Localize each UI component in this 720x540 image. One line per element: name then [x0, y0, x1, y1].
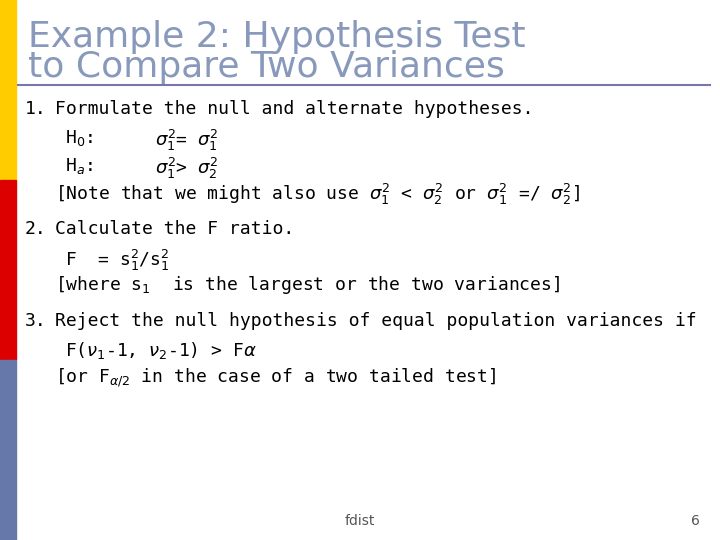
Bar — [0, 0, 16, 180]
Text: Reject the null hypothesis of equal population variances if: Reject the null hypothesis of equal popu… — [55, 312, 697, 330]
Text: fdist: fdist — [345, 514, 375, 528]
Text: 3.: 3. — [25, 312, 47, 330]
Text: Formulate the null and alternate hypotheses.: Formulate the null and alternate hypothe… — [55, 100, 534, 118]
Text: [where s$_1$  is the largest or the two variances]: [where s$_1$ is the largest or the two v… — [55, 274, 560, 296]
Text: to Compare Two Variances: to Compare Two Variances — [28, 50, 505, 84]
Text: F($\nu_1$-1, $\nu_2$-1) > F$\alpha$: F($\nu_1$-1, $\nu_2$-1) > F$\alpha$ — [65, 340, 256, 361]
Bar — [0, 180, 16, 360]
Text: 2.: 2. — [25, 220, 47, 238]
Text: $\sigma_1^2$> $\sigma_2^2$: $\sigma_1^2$> $\sigma_2^2$ — [155, 156, 218, 181]
Text: [Note that we might also use $\sigma_1^2$ < $\sigma_2^2$ or $\sigma_1^2$ =/ $\si: [Note that we might also use $\sigma_1^2… — [55, 182, 580, 207]
Bar — [0, 360, 16, 540]
Text: F  = s$_1^2$/s$_1^2$: F = s$_1^2$/s$_1^2$ — [65, 248, 169, 273]
Text: H$_0$:: H$_0$: — [65, 128, 93, 148]
Text: 6: 6 — [691, 514, 700, 528]
Text: [or F$_{\alpha/2}$ in the case of a two tailed test]: [or F$_{\alpha/2}$ in the case of a two … — [55, 366, 496, 389]
Text: Example 2: Hypothesis Test: Example 2: Hypothesis Test — [28, 20, 526, 54]
Text: $\sigma_1^2$= $\sigma_1^2$: $\sigma_1^2$= $\sigma_1^2$ — [155, 128, 218, 153]
Text: Calculate the F ratio.: Calculate the F ratio. — [55, 220, 294, 238]
Text: H$_a$:: H$_a$: — [65, 156, 93, 176]
Text: 1.: 1. — [25, 100, 47, 118]
